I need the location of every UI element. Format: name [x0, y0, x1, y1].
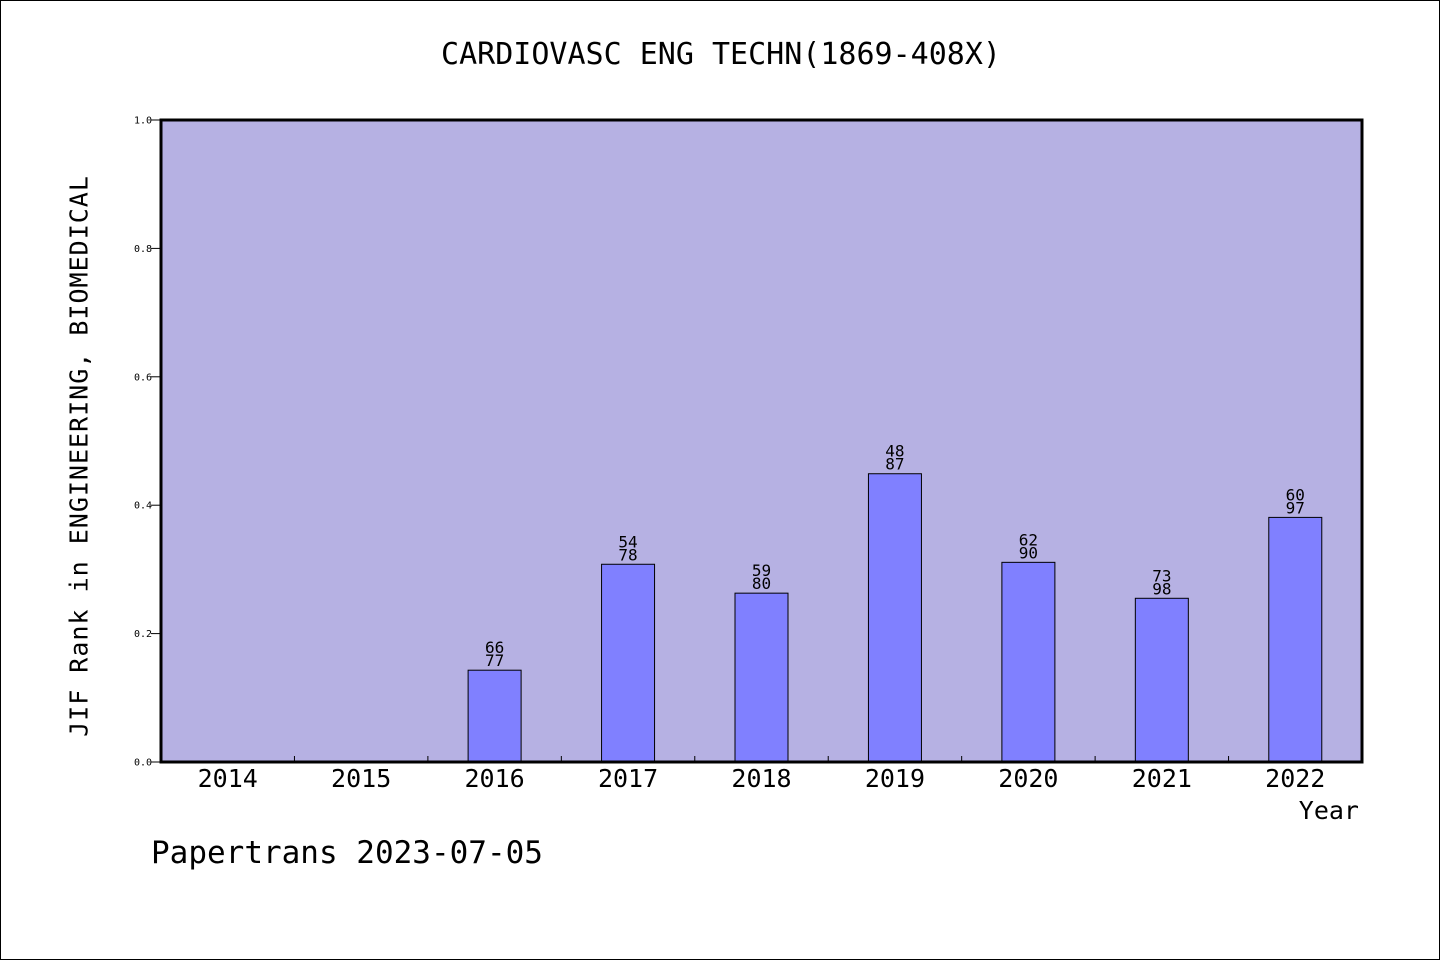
x-tick-label-2022: 2022: [1265, 764, 1325, 793]
y-tick-label-1: 0.2: [134, 629, 152, 640]
x-axis-label: Year: [1298, 796, 1359, 825]
bar-label-rank-2018: 59: [752, 561, 771, 580]
bar-2018: [734, 592, 789, 763]
bar-2017: [601, 563, 656, 763]
bar-2021: [1134, 597, 1189, 763]
x-tick-label-2018: 2018: [731, 764, 791, 793]
bar-2022: [1268, 516, 1323, 763]
y-tick-label-4: 0.8: [134, 244, 152, 255]
bar-label-total-2020: 90: [1019, 543, 1038, 562]
plot-border: [159, 118, 1364, 764]
x-tick-label-2017: 2017: [598, 764, 658, 793]
x-tick-label-2015: 2015: [331, 764, 391, 793]
chart-title: CARDIOVASC ENG TECHN(1869-408X): [441, 37, 1001, 72]
bar-2016: [467, 669, 522, 763]
bar-label-total-2022: 97: [1286, 498, 1305, 517]
bar-label-rank-2017: 54: [618, 532, 637, 551]
bar-label-total-2019: 87: [885, 455, 904, 474]
y-tick-label-2: 0.4: [134, 501, 152, 512]
bar-label-total-2018: 80: [752, 574, 771, 593]
bar-2019: [867, 473, 922, 763]
x-tick-label-2021: 2021: [1132, 764, 1192, 793]
y-tick-label-3: 0.6: [134, 372, 152, 383]
bar-label-rank-2020: 62: [1019, 530, 1038, 549]
y-tick-label-5: 1.0: [134, 116, 152, 127]
bar-2020: [1001, 561, 1056, 763]
bar-label-total-2016: 77: [485, 651, 504, 670]
bar-label-rank-2019: 48: [885, 442, 904, 461]
x-tick-label-2019: 2019: [865, 764, 925, 793]
y-tick-label-0: 0.0: [134, 758, 152, 769]
x-tick-label-2020: 2020: [998, 764, 1058, 793]
bar-label-rank-2021: 73: [1152, 566, 1171, 585]
bar-label-total-2021: 98: [1152, 579, 1171, 598]
bar-label-rank-2016: 66: [485, 638, 504, 657]
x-tick-label-2014: 2014: [198, 764, 258, 793]
bar-label-rank-2022: 60: [1286, 485, 1305, 504]
x-tick-label-2016: 2016: [465, 764, 525, 793]
bar-label-total-2017: 78: [618, 545, 637, 564]
watermark-text: Papertrans 2023-07-05: [151, 835, 543, 871]
